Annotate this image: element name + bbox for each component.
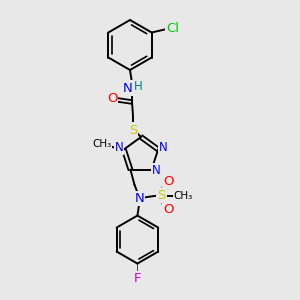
Text: H: H bbox=[134, 80, 142, 94]
Text: N: N bbox=[115, 141, 123, 154]
Text: CH₃: CH₃ bbox=[174, 190, 193, 201]
Text: N: N bbox=[159, 141, 167, 154]
Text: S: S bbox=[157, 189, 166, 202]
Text: N: N bbox=[123, 82, 133, 94]
Text: S: S bbox=[129, 124, 137, 136]
Text: N: N bbox=[152, 164, 161, 177]
Text: O: O bbox=[107, 92, 117, 106]
Text: N: N bbox=[134, 192, 144, 205]
Text: F: F bbox=[134, 272, 141, 285]
Text: CH₃: CH₃ bbox=[92, 140, 112, 149]
Text: O: O bbox=[163, 203, 174, 216]
Text: O: O bbox=[163, 175, 174, 188]
Text: Cl: Cl bbox=[166, 22, 179, 35]
